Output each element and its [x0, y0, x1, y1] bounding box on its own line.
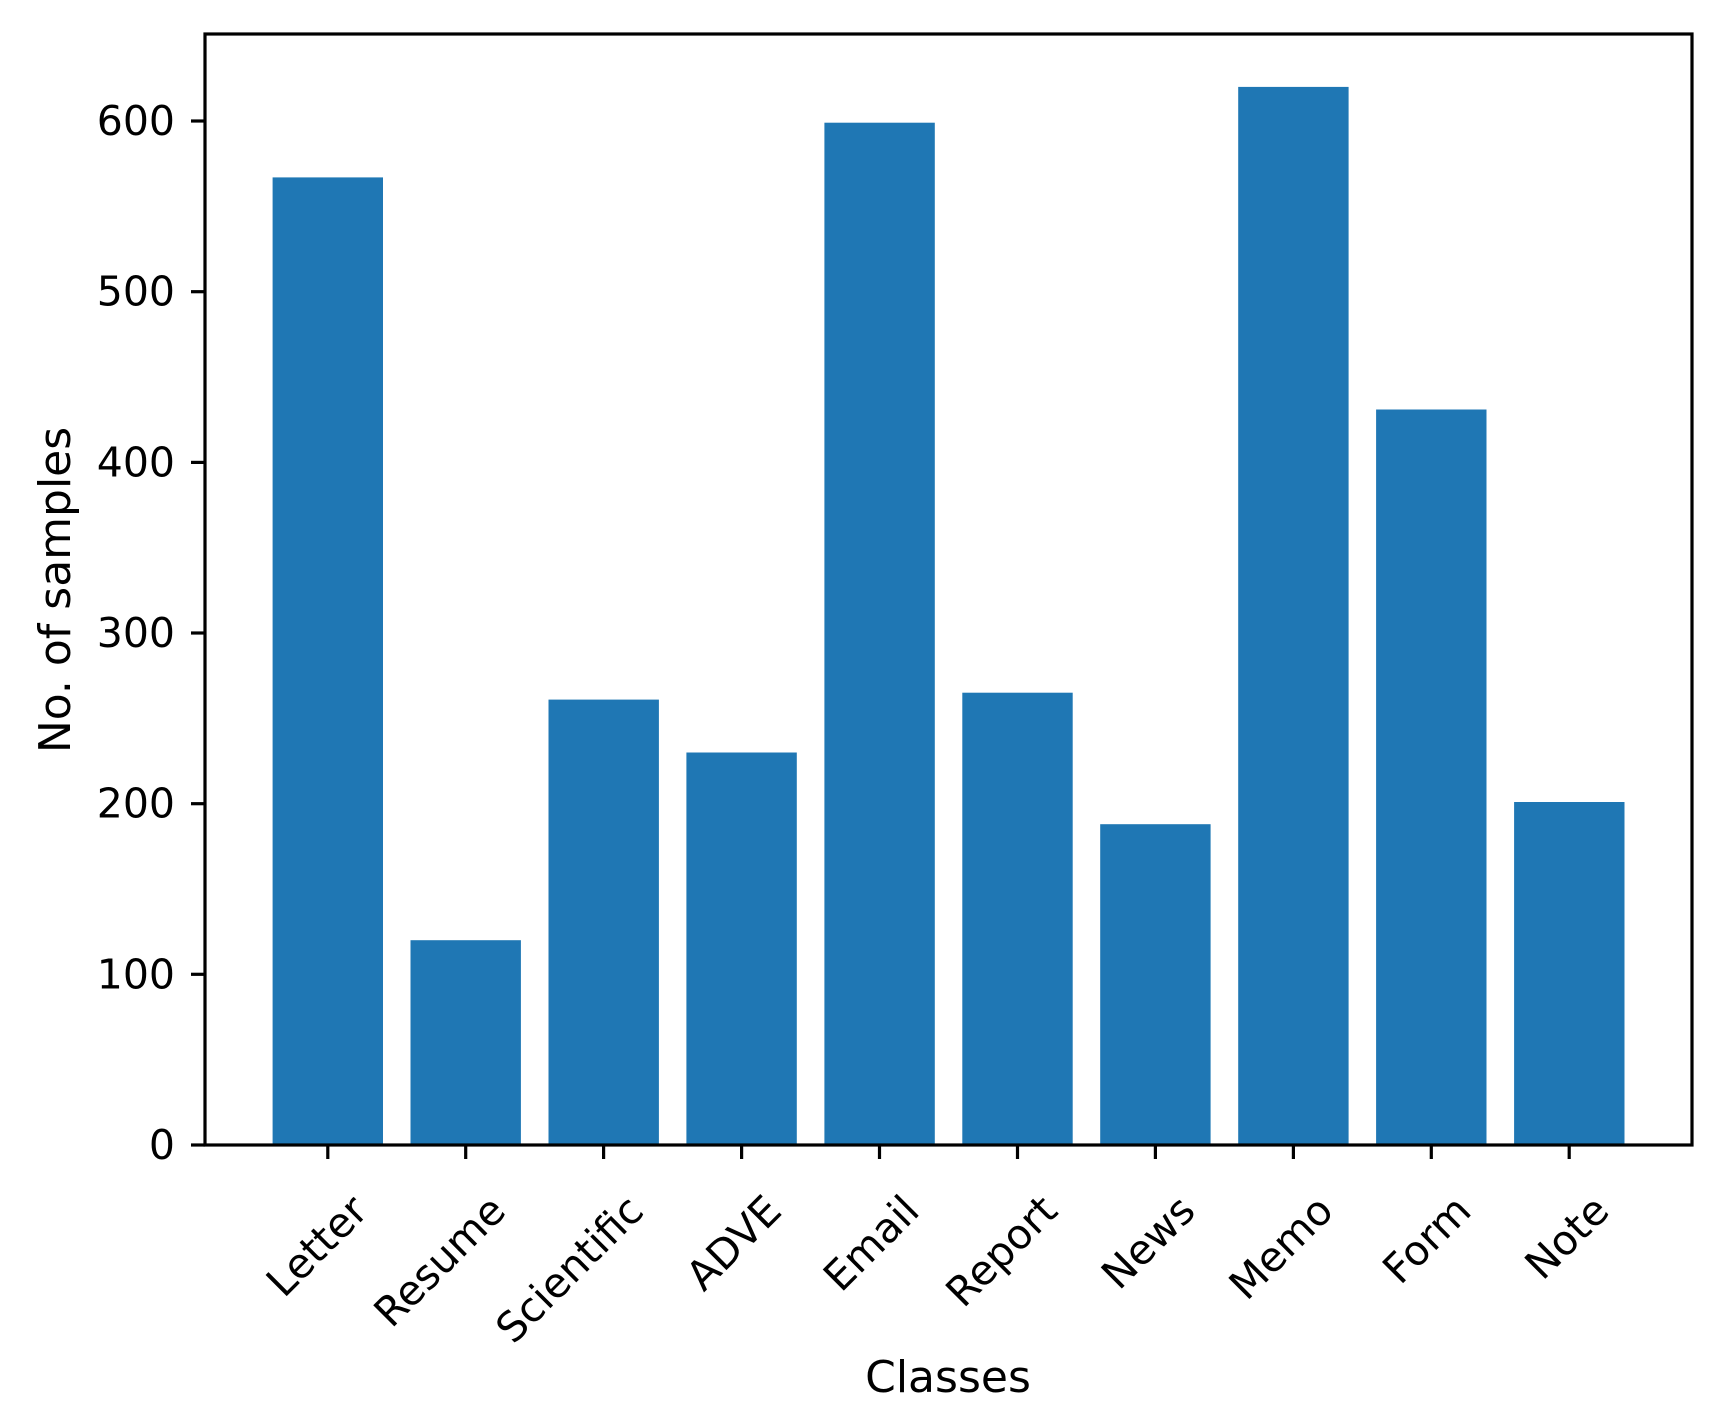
y-tick-label-200: 200 — [97, 780, 175, 828]
y-tick-label-600: 600 — [97, 97, 175, 145]
bar-email — [824, 122, 935, 1145]
x-tick-label-letter: Letter — [257, 1186, 377, 1306]
x-tick-label-report: Report — [937, 1186, 1067, 1316]
bar-letter — [272, 177, 383, 1145]
plot-border — [203, 32, 1694, 1147]
bar-report — [962, 692, 1073, 1145]
y-tick-label-500: 500 — [97, 268, 175, 316]
x-axis-label: Classes — [865, 1352, 1031, 1403]
y-tick-label-0: 0 — [149, 1121, 175, 1169]
x-tick-label-email: Email — [814, 1186, 928, 1300]
y-axis-label: No. of samples — [30, 427, 81, 753]
x-tick-label-note: Note — [1516, 1186, 1619, 1289]
x-tick-label-scientific: Scientific — [486, 1186, 652, 1352]
y-tick-label-100: 100 — [97, 950, 175, 998]
bar-adve — [686, 752, 797, 1145]
axes-group — [203, 32, 1694, 1147]
x-tick-label-memo: Memo — [1220, 1186, 1343, 1309]
x-tick-label-form: Form — [1373, 1186, 1480, 1293]
bar-resume — [410, 940, 521, 1145]
bar-memo — [1238, 86, 1349, 1145]
bars-group — [272, 86, 1625, 1145]
y-tick-label-300: 300 — [97, 609, 175, 657]
x-tick-label-adve: ADVE — [677, 1186, 791, 1300]
bar-form — [1376, 409, 1487, 1145]
bar-note — [1514, 802, 1625, 1145]
y-tick-label-400: 400 — [97, 438, 175, 486]
x-tick-label-news: News — [1092, 1186, 1204, 1298]
bar-news — [1100, 824, 1211, 1145]
bar-scientific — [548, 699, 659, 1145]
y-axis-ticks: 0 100 200 300 400 500 600 — [97, 97, 205, 1169]
